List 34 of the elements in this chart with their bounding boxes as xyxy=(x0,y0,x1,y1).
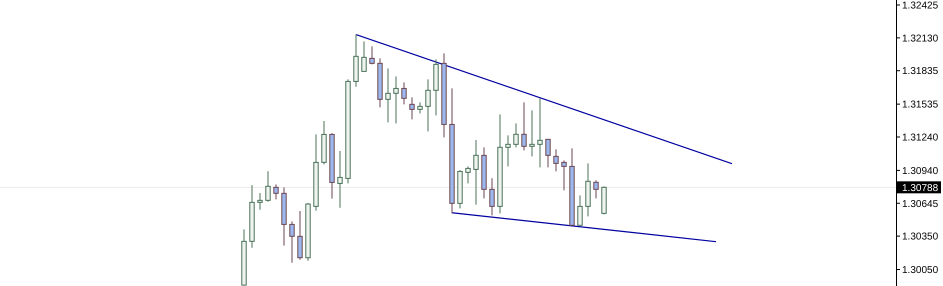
y-tick-label: 1.31240 xyxy=(902,132,939,144)
y-tick-label: 1.31835 xyxy=(902,66,939,78)
y-tick-label: 1.30940 xyxy=(902,166,939,177)
y-tick-label: 1.32425 xyxy=(902,0,939,12)
candlestick xyxy=(385,68,391,123)
candlestick xyxy=(369,46,375,65)
candlestick xyxy=(393,76,399,124)
y-tick-label: 1.30645 xyxy=(902,198,939,210)
candlestick xyxy=(417,102,423,114)
candlestick xyxy=(425,78,431,132)
candlestick xyxy=(593,180,599,199)
candlestick xyxy=(297,210,303,260)
candlestick xyxy=(361,40,367,72)
y-tick-label: 1.32130 xyxy=(902,33,939,44)
candlestick xyxy=(409,96,415,120)
ref-line-label: 1.30788 xyxy=(902,182,939,194)
candlestick xyxy=(577,194,583,226)
candlestick xyxy=(529,110,535,157)
y-tick-label: 1.31535 xyxy=(902,100,939,111)
candlestick xyxy=(289,220,295,264)
candlestick xyxy=(537,98,543,168)
candlestick xyxy=(273,184,279,200)
candlestick xyxy=(553,148,559,172)
candlestick xyxy=(521,102,527,151)
candlestick xyxy=(257,192,263,210)
candlestick xyxy=(561,160,567,191)
candlestick xyxy=(505,134,511,167)
candlestick xyxy=(489,178,495,216)
candlestick xyxy=(401,82,407,105)
candlestick xyxy=(545,138,551,168)
candlestick xyxy=(513,122,519,148)
y-tick-label: 1.30050 xyxy=(902,265,939,276)
candlestick xyxy=(465,166,471,184)
y-tick-label: 1.30350 xyxy=(902,232,939,243)
